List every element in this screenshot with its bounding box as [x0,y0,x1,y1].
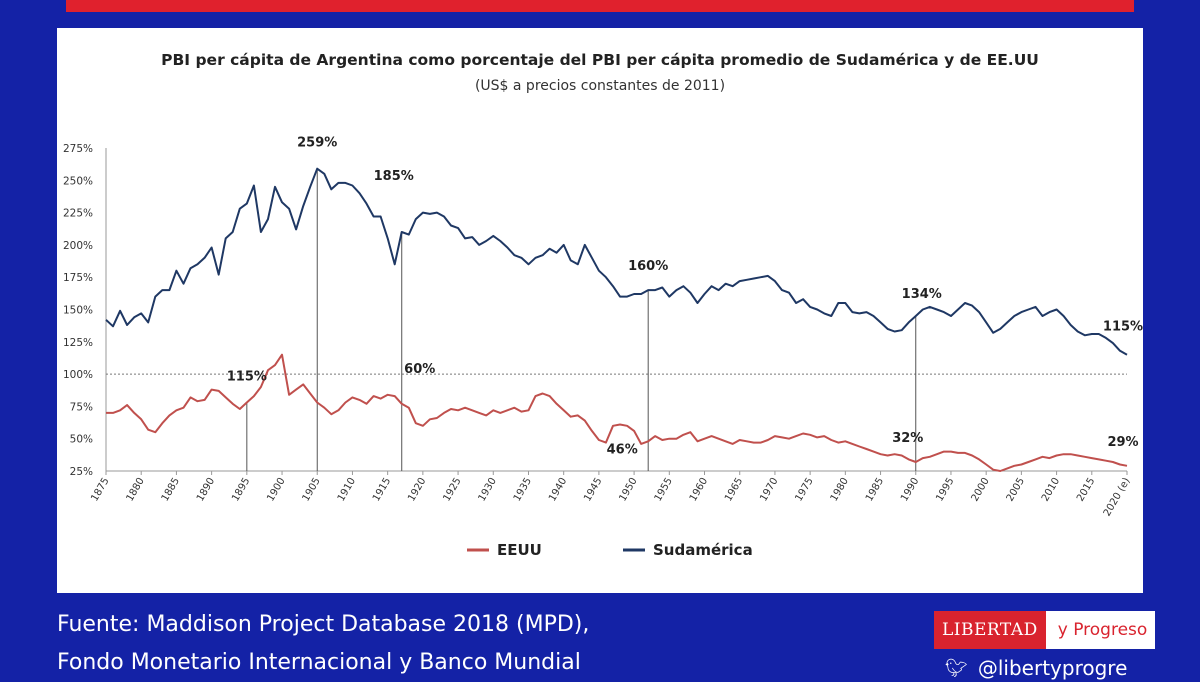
y-tick-label: 275% [63,143,93,155]
x-tick-label: 1885 [160,476,182,504]
annotation-label: 259% [297,136,337,151]
legend: EEUU Sudamérica [467,541,753,559]
x-tick-label: 1900 [265,476,287,504]
x-tick-label: 1950 [617,476,639,504]
x-tick-label: 1905 [301,476,323,504]
x-tick-label: 1965 [723,476,745,504]
series-lines [105,167,1128,472]
series-line-sudamérica [105,167,1128,356]
y-tick-label: 75% [70,401,93,413]
chart-card: PBI per cápita de Argentina como porcent… [57,28,1143,593]
y-tick-label: 250% [63,175,93,187]
annotation-label: 60% [404,362,435,377]
y-tick-label: 225% [63,208,93,220]
series-line-eeuu [106,353,1128,472]
x-tick-label: 2005 [1005,476,1027,504]
source-line-2: Fondo Monetario Internacional y Banco Mu… [57,650,581,675]
x-tick-label: 2020 (e) [1102,476,1133,518]
annotation-label: 46% [607,442,638,457]
x-tick-label: 1930 [477,476,499,504]
y-tick-label: 125% [63,337,93,349]
x-tick-label: 1980 [829,476,851,504]
source-credit: Fuente: Maddison Project Database 2018 (… [57,606,857,682]
chart-title: PBI per cápita de Argentina como porcent… [161,51,1039,69]
y-tick-label: 175% [63,272,93,284]
annotation-label: 134% [902,287,942,302]
x-tick-label: 2010 [1040,476,1062,504]
x-tick-label: 1895 [230,476,252,504]
y-tick-label: 150% [63,305,93,317]
y-tick-label: 25% [70,466,93,478]
x-tick-label: 1995 [934,476,956,504]
annotation-label: 160% [628,259,668,274]
logo-progreso: y Progreso [1049,611,1156,649]
chart-subtitle: (US$ a precios constantes de 2011) [475,78,725,94]
x-tick-label: 1960 [688,476,710,504]
x-tick-label: 1880 [125,476,147,504]
logo-separator [1045,611,1050,649]
x-tick-label: 1935 [512,476,534,504]
legend-label: Sudamérica [653,541,753,559]
x-tick-label: 1910 [336,476,358,504]
x-tick-label: 1875 [89,476,111,504]
legend-label: EEUU [497,541,542,559]
twitter-handle-text: @libertyprogre [977,656,1128,680]
annotation-label: 115% [227,370,267,385]
x-tick-label: 1915 [371,476,393,504]
source-line-1: Fuente: Maddison Project Database 2018 (… [57,612,590,637]
annotation-label: 32% [892,431,923,446]
x-tick-label: 1970 [758,476,780,504]
line-chart: PBI per cápita de Argentina como porcent… [63,51,1143,559]
annotation-label: 115% [1103,320,1143,335]
x-tick-label: 1940 [547,476,569,504]
guide-lines [106,168,1127,471]
y-tick-label: 100% [63,369,93,381]
annotation-label: 185% [374,169,414,184]
x-tick-label: 1890 [195,476,217,504]
x-tick-label: 1925 [441,476,463,504]
x-tick-label: 2000 [970,476,992,504]
logo-libertad: LIBERTAD [934,611,1046,649]
annotations: 259% 185% 160% 134% 115% 115% 60% 46% 32% 29% [227,136,1143,458]
axes: 25% 50% 75% 100% 125% 150% 175% 200% 225% 250% 275… [63,143,1133,518]
twitter-bird-icon: 🐦︎ [945,657,968,679]
x-tick-label: 1920 [406,476,428,504]
x-tick-label: 1975 [793,476,815,504]
y-tick-label: 50% [70,434,93,446]
y-tick-label: 200% [63,240,93,252]
top-banner [66,0,1134,12]
brand-logo: LIBERTAD y Progreso [934,611,1156,649]
x-tick-label: 1945 [582,476,604,504]
x-tick-label: 1990 [899,476,921,504]
x-tick-label: 1985 [864,476,886,504]
x-tick-label: 2015 [1075,476,1097,504]
x-tick-label: 1955 [653,476,675,504]
twitter-handle[interactable]: 🐦︎ @libertyprogre [945,656,1127,680]
annotation-label: 29% [1107,435,1138,450]
